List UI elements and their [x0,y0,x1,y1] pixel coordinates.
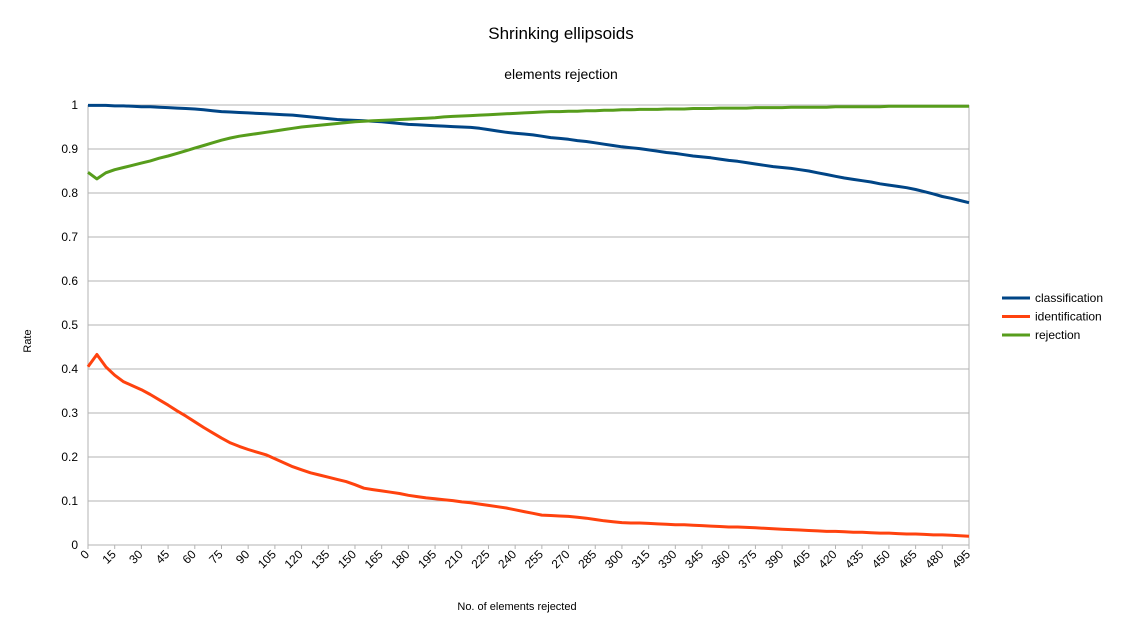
series-line-classification [88,103,970,205]
x-tick-labels: 0 15 30 45 60 75 90 105 120 135 150 165 180 195 210 225… [77,545,973,571]
x-tick-label: 480 [922,547,946,571]
x-tick-label: 495 [949,547,973,571]
x-tick-label: 435 [842,547,866,571]
x-tick-label: 180 [388,547,412,571]
y-tick-label: 0.3 [61,406,78,420]
legend-label-classification: classification [1035,291,1103,305]
x-tick-label: 405 [789,547,813,571]
y-tick-label: 0.9 [61,142,78,156]
y-tick-label: 0.2 [61,450,78,464]
y-tick-label: 0.1 [61,494,78,508]
y-tick-label: 1 [71,98,78,112]
legend: classification identification rejection [1002,291,1103,342]
x-axis-label: No. of elements rejected [457,601,576,613]
x-tick-label: 135 [308,547,332,571]
series-line-rejection [87,104,969,181]
y-tick-label: 0 [71,538,78,552]
legend-label-rejection: rejection [1035,328,1080,342]
series-line-identification [86,353,970,538]
x-tick-label: 0 [77,547,92,562]
y-tick-labels: 0 0.1 0.2 0.3 0.4 0.5 0.6 0.7 0.8 0.9 1 [61,98,78,552]
x-tick-label: 150 [335,547,359,571]
x-tick-label: 315 [629,547,653,571]
y-tick-label: 0.6 [61,274,78,288]
series-lines [86,103,970,538]
x-tick-label: 165 [362,547,386,571]
x-tick-label: 75 [206,547,226,567]
x-tick-label: 45 [153,547,173,567]
grid-lines [87,104,970,546]
x-tick-label: 465 [896,547,920,571]
y-tick-label: 0.5 [61,318,78,332]
x-tick-label: 300 [602,547,626,571]
x-tick-label: 30 [126,547,146,567]
x-tick-label: 90 [233,547,253,567]
chart-subtitle: elements rejection [504,66,618,82]
x-tick-label: 345 [682,547,706,571]
x-tick-label: 330 [655,547,679,571]
x-tick-label: 390 [762,547,786,571]
chart-title: Shrinking ellipsoids [488,24,634,43]
x-tick-label: 195 [415,547,439,571]
x-tick-label: 210 [442,547,466,571]
x-tick-label: 225 [469,547,493,571]
legend-label-identification: identification [1035,310,1102,324]
x-tick-label: 120 [282,547,306,571]
x-tick-label: 270 [549,547,573,571]
x-tick-label: 420 [816,547,840,571]
y-tick-label: 0.7 [61,230,78,244]
x-tick-label: 240 [495,547,519,571]
y-tick-label: 0.8 [61,186,78,200]
y-tick-label: 0.4 [61,362,78,376]
y-axis-label: Rate [22,329,34,352]
x-tick-label: 375 [735,547,759,571]
x-tick-label: 450 [869,547,893,571]
x-tick-label: 285 [575,547,599,571]
x-tick-label: 105 [255,547,279,571]
x-tick-label: 255 [522,547,546,571]
x-tick-label: 15 [99,547,119,567]
x-tick-label: 60 [180,547,200,567]
x-tick-label: 360 [709,547,733,571]
